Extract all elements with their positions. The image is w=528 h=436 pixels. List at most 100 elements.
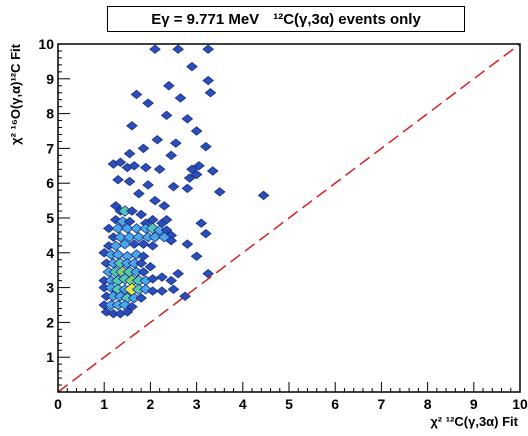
heatmap-cell-66 (123, 231, 137, 243)
x-tick-label: 2 (147, 396, 155, 412)
heatmap-cell-55 (111, 223, 125, 234)
heatmap-cells (98, 44, 270, 319)
y-tick-label: 10 (38, 36, 54, 52)
y-tick-label: 6 (46, 175, 54, 191)
y-tick-label: 1 (46, 349, 54, 365)
heatmap-cell-14 (151, 134, 164, 145)
heatmap-cell-31 (112, 175, 124, 185)
heatmap-cell-67 (132, 231, 146, 243)
x-tick-label: 5 (285, 396, 293, 412)
heatmap-cell-13 (190, 126, 203, 136)
heatmap-cell-109 (156, 272, 168, 282)
heatmap-cell-52 (195, 218, 208, 228)
heatmap-cell-2 (202, 44, 214, 54)
heatmap-cell-74 (118, 238, 132, 250)
y-tick-label: 8 (46, 106, 54, 122)
heatmap-cell-132 (126, 302, 138, 312)
heatmap-cell-110 (165, 275, 178, 286)
heatmap-cell-6 (130, 89, 143, 100)
heatmap-cell-44 (126, 206, 138, 216)
heatmap-cell-28 (206, 166, 219, 176)
heatmap-cell-7 (174, 93, 187, 103)
heatmap-cell-41 (109, 201, 122, 211)
x-tick-label: 3 (193, 396, 201, 412)
heatmap-cell-77 (146, 241, 159, 251)
heatmap-cell-29 (183, 173, 196, 183)
heatmap-cell-21 (114, 157, 127, 168)
heatmap-cell-119 (156, 286, 168, 296)
heatmap-cell-25 (153, 164, 166, 174)
heatmap-cell-65 (113, 231, 127, 243)
heatmap-cell-39 (149, 195, 161, 206)
heatmap-cell-78 (181, 239, 194, 249)
x-tick-label: 9 (470, 396, 478, 412)
heatmap-cell-59 (145, 222, 160, 235)
x-tick-label: 10 (512, 396, 528, 412)
tick-labels: 0 1 2 3 4 5 6 7 8 9 10 1 2 3 4 5 6 7 8 9 10 (38, 36, 528, 412)
y-tick-label: 2 (46, 314, 54, 330)
heatmap-cell-118 (146, 286, 159, 296)
heatmap-cell-23 (128, 161, 141, 171)
heatmap-cell-18 (123, 148, 136, 159)
x-tick-label: 6 (331, 396, 339, 412)
heatmap-cell-57 (130, 223, 143, 234)
y-tick-label: 4 (46, 245, 54, 261)
heatmap-cell-17 (200, 141, 212, 152)
heatmap-cell-85 (190, 251, 203, 261)
heatmap-cell-81 (111, 249, 125, 260)
heatmap-cell-26 (186, 164, 198, 174)
heatmap-cell-91 (135, 258, 147, 268)
heatmap-cell-27 (193, 161, 205, 171)
y-tick-label: 9 (46, 71, 54, 87)
y-tick-label: 7 (46, 140, 54, 156)
heatmap-cell-136 (121, 307, 134, 317)
heatmap-cell-53 (160, 215, 173, 225)
heatmap-cell-126 (135, 293, 147, 303)
y-axis-label: χ² ¹⁶O(γ,α)¹²C Fit (8, 43, 23, 145)
heatmap-cell-33 (142, 180, 154, 190)
heatmap-cell-69 (148, 231, 162, 243)
x-tick-label: 0 (54, 396, 62, 412)
heatmap-cell-75 (128, 239, 141, 249)
heatmap-cell-108 (146, 274, 159, 284)
title-energy: Eγ = 9.771 MeV (151, 10, 260, 28)
x-axis-label: χ² ¹²C(γ,3α) Fit (430, 414, 518, 429)
heatmap-cell-34 (167, 181, 180, 192)
heatmap-cell-16 (137, 143, 150, 154)
x-tick-label: 7 (378, 396, 386, 412)
heatmap-cell-99 (172, 268, 184, 279)
heatmap-cell-36 (213, 187, 226, 197)
heatmap-cell-56 (120, 223, 134, 234)
heatmap-cell-45 (135, 209, 147, 220)
heatmap-cell-120 (167, 284, 180, 295)
heatmap-cell-100 (202, 268, 214, 279)
x-tick-label: 4 (239, 396, 247, 412)
x-tick-label: 8 (424, 396, 432, 412)
heatmap-cell-1 (172, 44, 184, 54)
heatmap-cell-32 (123, 176, 136, 187)
heatmap-cell-15 (169, 138, 182, 148)
heatmap-cell-0 (149, 44, 161, 54)
heatmap-cell-92 (144, 262, 157, 272)
heatmap-cell-10 (160, 110, 173, 121)
heatmap-cell-38 (133, 188, 145, 199)
heatmap-cell-76 (137, 239, 150, 249)
heatmap-cell-98 (137, 267, 150, 277)
heatmap-cell-5 (163, 81, 175, 91)
plot-frame (57, 43, 521, 393)
y-tick-label: 3 (46, 280, 54, 296)
diagonal-line (57, 43, 521, 393)
heatmap-cell-35 (181, 183, 194, 194)
heatmap-cell-9 (142, 98, 154, 108)
heatmap-cell-63 (200, 228, 212, 239)
x-tick-label: 1 (100, 396, 108, 412)
heatmap-cell-8 (204, 88, 217, 98)
heatmap-cell-4 (202, 75, 214, 86)
heatmap-cell-3 (186, 61, 198, 72)
heatmap-cell-30 (190, 169, 203, 180)
heatmap-cell-54 (102, 223, 115, 234)
heatmap-cell-40 (158, 201, 171, 211)
chart-title: Eγ = 9.771 MeV ¹²C(γ,3α) events only (107, 6, 465, 32)
heatmap-cell-12 (126, 121, 138, 131)
